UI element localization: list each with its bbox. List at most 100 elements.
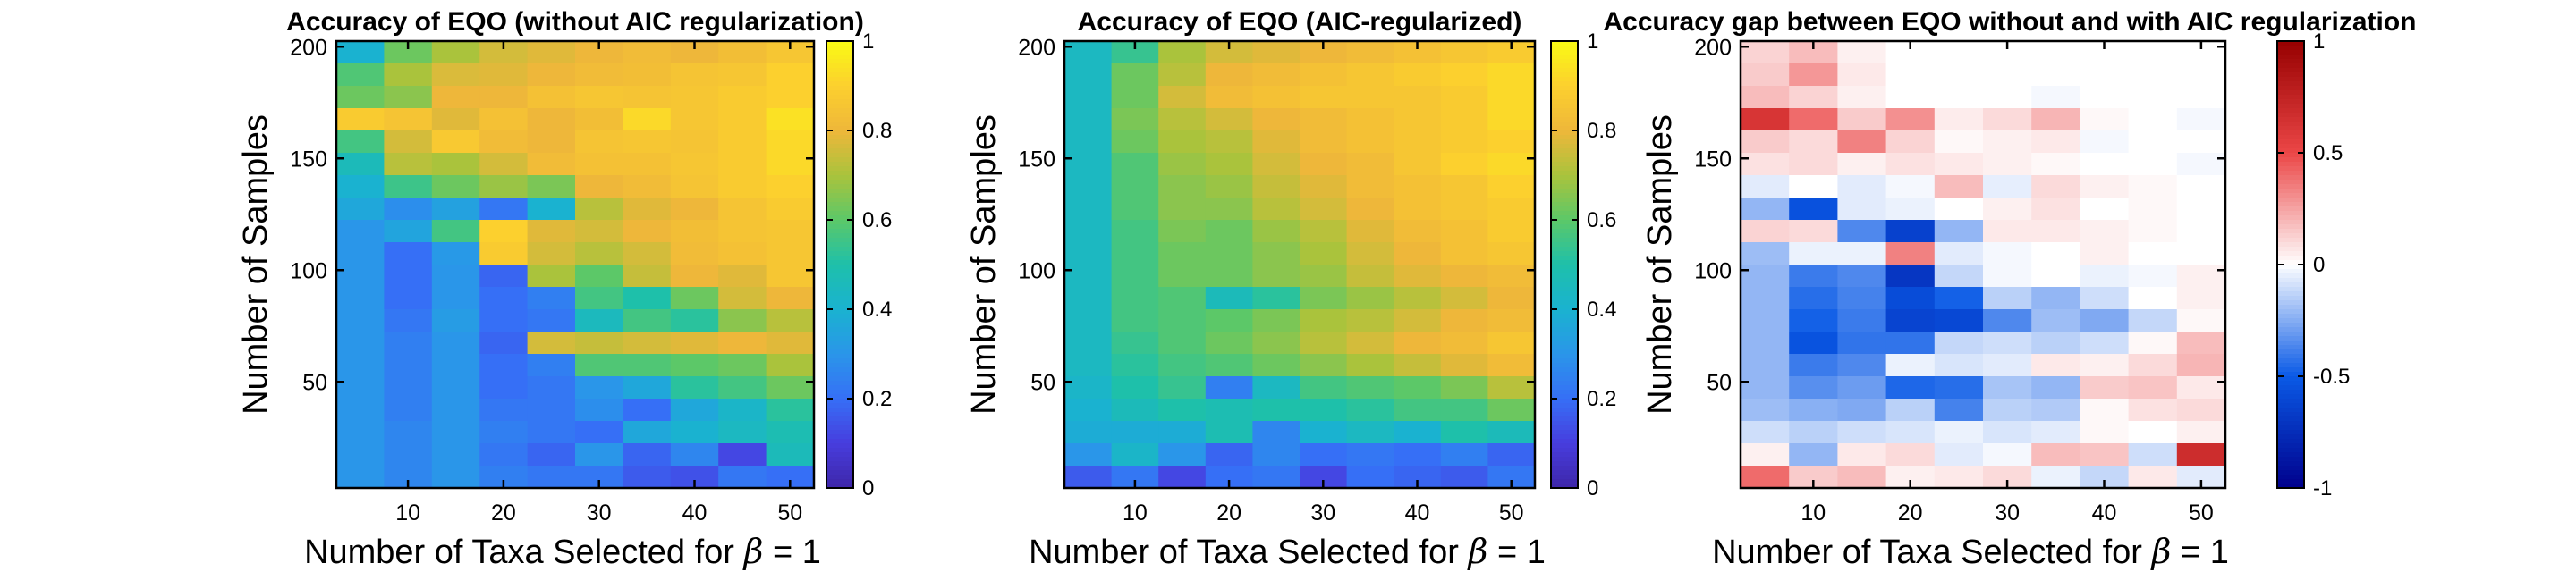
heatmap-cell bbox=[1487, 130, 1536, 154]
colorbar-segment bbox=[2277, 81, 2304, 87]
colorbar-segment bbox=[826, 166, 853, 172]
heatmap-cell bbox=[575, 130, 623, 154]
colorbar-segment bbox=[2277, 256, 2304, 261]
y-tick-label: 150 bbox=[1694, 147, 1732, 172]
x-axis-label-suffix: = 1 bbox=[1487, 534, 1545, 571]
heatmap-cell bbox=[1205, 287, 1253, 310]
heatmap-cell bbox=[623, 242, 672, 265]
colorbar-segment bbox=[2277, 448, 2304, 453]
colorbar-segment bbox=[1551, 184, 1578, 189]
heatmap-cell bbox=[575, 354, 623, 377]
heatmap-cell bbox=[1983, 265, 2032, 288]
heatmap-cell bbox=[1885, 198, 1936, 221]
heatmap-cell bbox=[1205, 63, 1253, 87]
heatmap-cell bbox=[1111, 376, 1159, 400]
colorbar-segment bbox=[826, 416, 853, 422]
heatmap-cell bbox=[670, 265, 719, 288]
heatmap-cell bbox=[527, 354, 576, 377]
heatmap-cell bbox=[1440, 41, 1488, 64]
heatmap-cell bbox=[1064, 443, 1113, 467]
heatmap-cell bbox=[1440, 399, 1488, 422]
colorbar-segment bbox=[1551, 273, 1578, 279]
colorbar-segment bbox=[2277, 77, 2304, 82]
y-axis-label: Number of Samples bbox=[965, 114, 1003, 415]
colorbar-segment bbox=[2277, 189, 2304, 194]
heatmap-cell bbox=[479, 220, 529, 243]
colorbar-segment bbox=[826, 403, 853, 408]
heatmap-cell bbox=[1111, 309, 1159, 332]
heatmap-cell bbox=[1111, 421, 1159, 444]
heatmap-cell bbox=[1741, 86, 1790, 109]
y-tick-label: 150 bbox=[1018, 147, 1055, 172]
heatmap-cell bbox=[766, 242, 815, 265]
heatmap-cell bbox=[718, 443, 767, 467]
heatmap-cell bbox=[1252, 153, 1301, 176]
colorbar-segment bbox=[826, 327, 853, 332]
heatmap-cell bbox=[1837, 198, 1887, 221]
heatmap-cell bbox=[1064, 265, 1113, 288]
heatmap-cell bbox=[1934, 332, 1984, 355]
heatmap-cell bbox=[2080, 399, 2130, 422]
heatmap-cell bbox=[670, 108, 719, 131]
heatmap-cell bbox=[1440, 376, 1488, 400]
x-axis-label-suffix: = 1 bbox=[2171, 534, 2228, 571]
colorbar-segment bbox=[2277, 260, 2304, 265]
heatmap-cell bbox=[1064, 399, 1113, 422]
heatmap-cell bbox=[1487, 198, 1536, 221]
colorbar-segment bbox=[1551, 452, 1578, 458]
colorbar-segment bbox=[826, 336, 853, 341]
heatmap-cell bbox=[1885, 130, 1936, 154]
colorbar-segment bbox=[1551, 108, 1578, 114]
heatmap-cell bbox=[1741, 242, 1790, 265]
heatmap-cell bbox=[670, 332, 719, 355]
colorbar-segment bbox=[826, 247, 853, 252]
heatmap-cell bbox=[1158, 130, 1207, 154]
heatmap-cell bbox=[1983, 421, 2032, 444]
colorbar-segment bbox=[2277, 296, 2304, 301]
heatmap-cell bbox=[479, 399, 529, 422]
colorbar-segment bbox=[826, 113, 853, 118]
heatmap-cell bbox=[1205, 354, 1253, 377]
heatmap-cell bbox=[1789, 421, 1838, 444]
heatmap-cell bbox=[1111, 354, 1159, 377]
heatmap-cell bbox=[1789, 220, 1838, 243]
colorbar-segment bbox=[826, 108, 853, 114]
colorbar-segment bbox=[1551, 126, 1578, 131]
heatmap-cell bbox=[1205, 198, 1253, 221]
heatmap-cell bbox=[2128, 287, 2178, 310]
colorbar-segment bbox=[826, 184, 853, 189]
colorbar-segment bbox=[1551, 349, 1578, 355]
heatmap-cell bbox=[1111, 399, 1159, 422]
colorbar-segment bbox=[826, 256, 853, 261]
colorbar-segment bbox=[2277, 206, 2304, 212]
heatmap-cell bbox=[384, 332, 433, 355]
colorbar-segment bbox=[2277, 46, 2304, 51]
heatmap-cell bbox=[623, 399, 672, 422]
colorbar-segment bbox=[2277, 269, 2304, 274]
colorbar-segment bbox=[2277, 363, 2304, 368]
heatmap-cell bbox=[336, 399, 385, 422]
heatmap-cell bbox=[2128, 41, 2178, 64]
colorbar-segment bbox=[1551, 162, 1578, 167]
heatmap-cell bbox=[670, 130, 719, 154]
heatmap-cell bbox=[2128, 443, 2178, 467]
heatmap-cell bbox=[527, 130, 576, 154]
heatmap-cell bbox=[2031, 354, 2080, 377]
x-tick-label: 50 bbox=[1499, 500, 1524, 526]
colorbar-segment bbox=[1551, 63, 1578, 69]
heatmap-cell bbox=[479, 376, 529, 400]
heatmap-cell bbox=[479, 309, 529, 332]
colorbar-segment bbox=[1551, 394, 1578, 400]
heatmap-cell bbox=[623, 198, 672, 221]
heatmap-cell bbox=[766, 198, 815, 221]
heatmap-cell bbox=[1158, 466, 1207, 489]
colorbar-segment bbox=[2277, 367, 2304, 373]
heatmap-cell bbox=[1252, 309, 1301, 332]
heatmap-cell bbox=[2176, 86, 2226, 109]
heatmap-cell bbox=[1983, 130, 2032, 154]
heatmap-cell bbox=[1394, 86, 1442, 109]
colorbar-segment bbox=[826, 198, 853, 203]
heatmap-cell bbox=[2176, 220, 2226, 243]
heatmap-cell bbox=[1789, 175, 1838, 198]
colorbar-segment bbox=[2277, 184, 2304, 189]
